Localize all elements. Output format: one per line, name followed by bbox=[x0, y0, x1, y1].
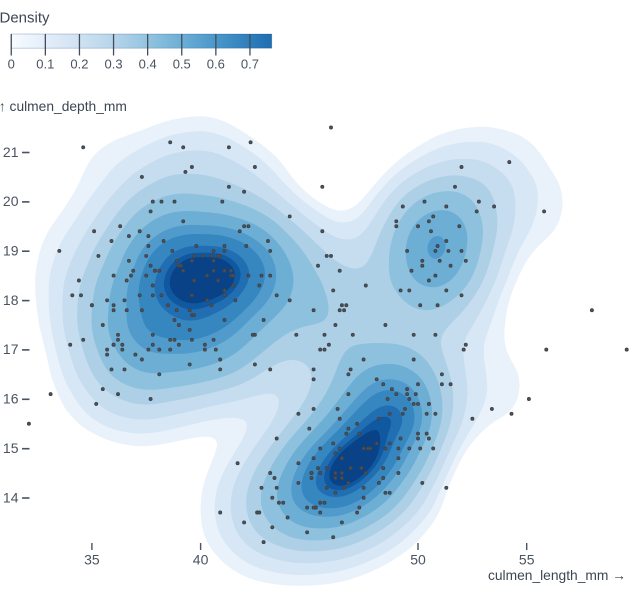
svg-text:17: 17 bbox=[3, 341, 19, 357]
svg-text:15: 15 bbox=[3, 440, 19, 456]
svg-text:14: 14 bbox=[3, 489, 19, 505]
svg-text:culmen_length_mm →: culmen_length_mm → bbox=[488, 568, 626, 583]
svg-text:0.3: 0.3 bbox=[105, 57, 123, 72]
svg-text:50: 50 bbox=[410, 552, 426, 568]
svg-text:35: 35 bbox=[84, 552, 100, 568]
svg-text:21: 21 bbox=[3, 144, 19, 160]
svg-text:0.1: 0.1 bbox=[36, 57, 54, 72]
svg-text:20: 20 bbox=[3, 193, 19, 209]
svg-text:0.7: 0.7 bbox=[241, 57, 259, 72]
svg-text:0.4: 0.4 bbox=[139, 57, 157, 72]
svg-text:19: 19 bbox=[3, 243, 19, 259]
svg-text:Density: Density bbox=[0, 10, 50, 27]
svg-text:↑ culmen_depth_mm: ↑ culmen_depth_mm bbox=[0, 99, 127, 114]
svg-text:0.5: 0.5 bbox=[173, 57, 191, 72]
svg-text:0: 0 bbox=[8, 57, 15, 72]
svg-text:18: 18 bbox=[3, 292, 19, 308]
svg-text:16: 16 bbox=[3, 391, 19, 407]
svg-text:0.2: 0.2 bbox=[70, 57, 88, 72]
svg-text:0.6: 0.6 bbox=[207, 57, 225, 72]
svg-text:55: 55 bbox=[519, 552, 535, 568]
svg-text:40: 40 bbox=[193, 552, 209, 568]
